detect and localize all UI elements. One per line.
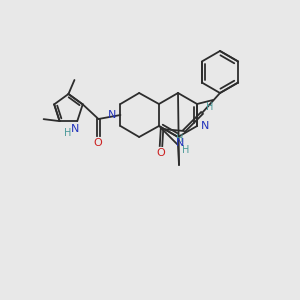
Text: N: N — [108, 110, 117, 120]
Text: H: H — [206, 102, 214, 112]
Text: H: H — [64, 128, 71, 138]
Text: N: N — [71, 124, 80, 134]
Text: N: N — [176, 138, 184, 148]
Text: O: O — [157, 148, 165, 158]
Text: H: H — [176, 134, 184, 144]
Text: H: H — [182, 145, 190, 155]
Text: O: O — [93, 138, 102, 148]
Text: N: N — [201, 121, 209, 131]
